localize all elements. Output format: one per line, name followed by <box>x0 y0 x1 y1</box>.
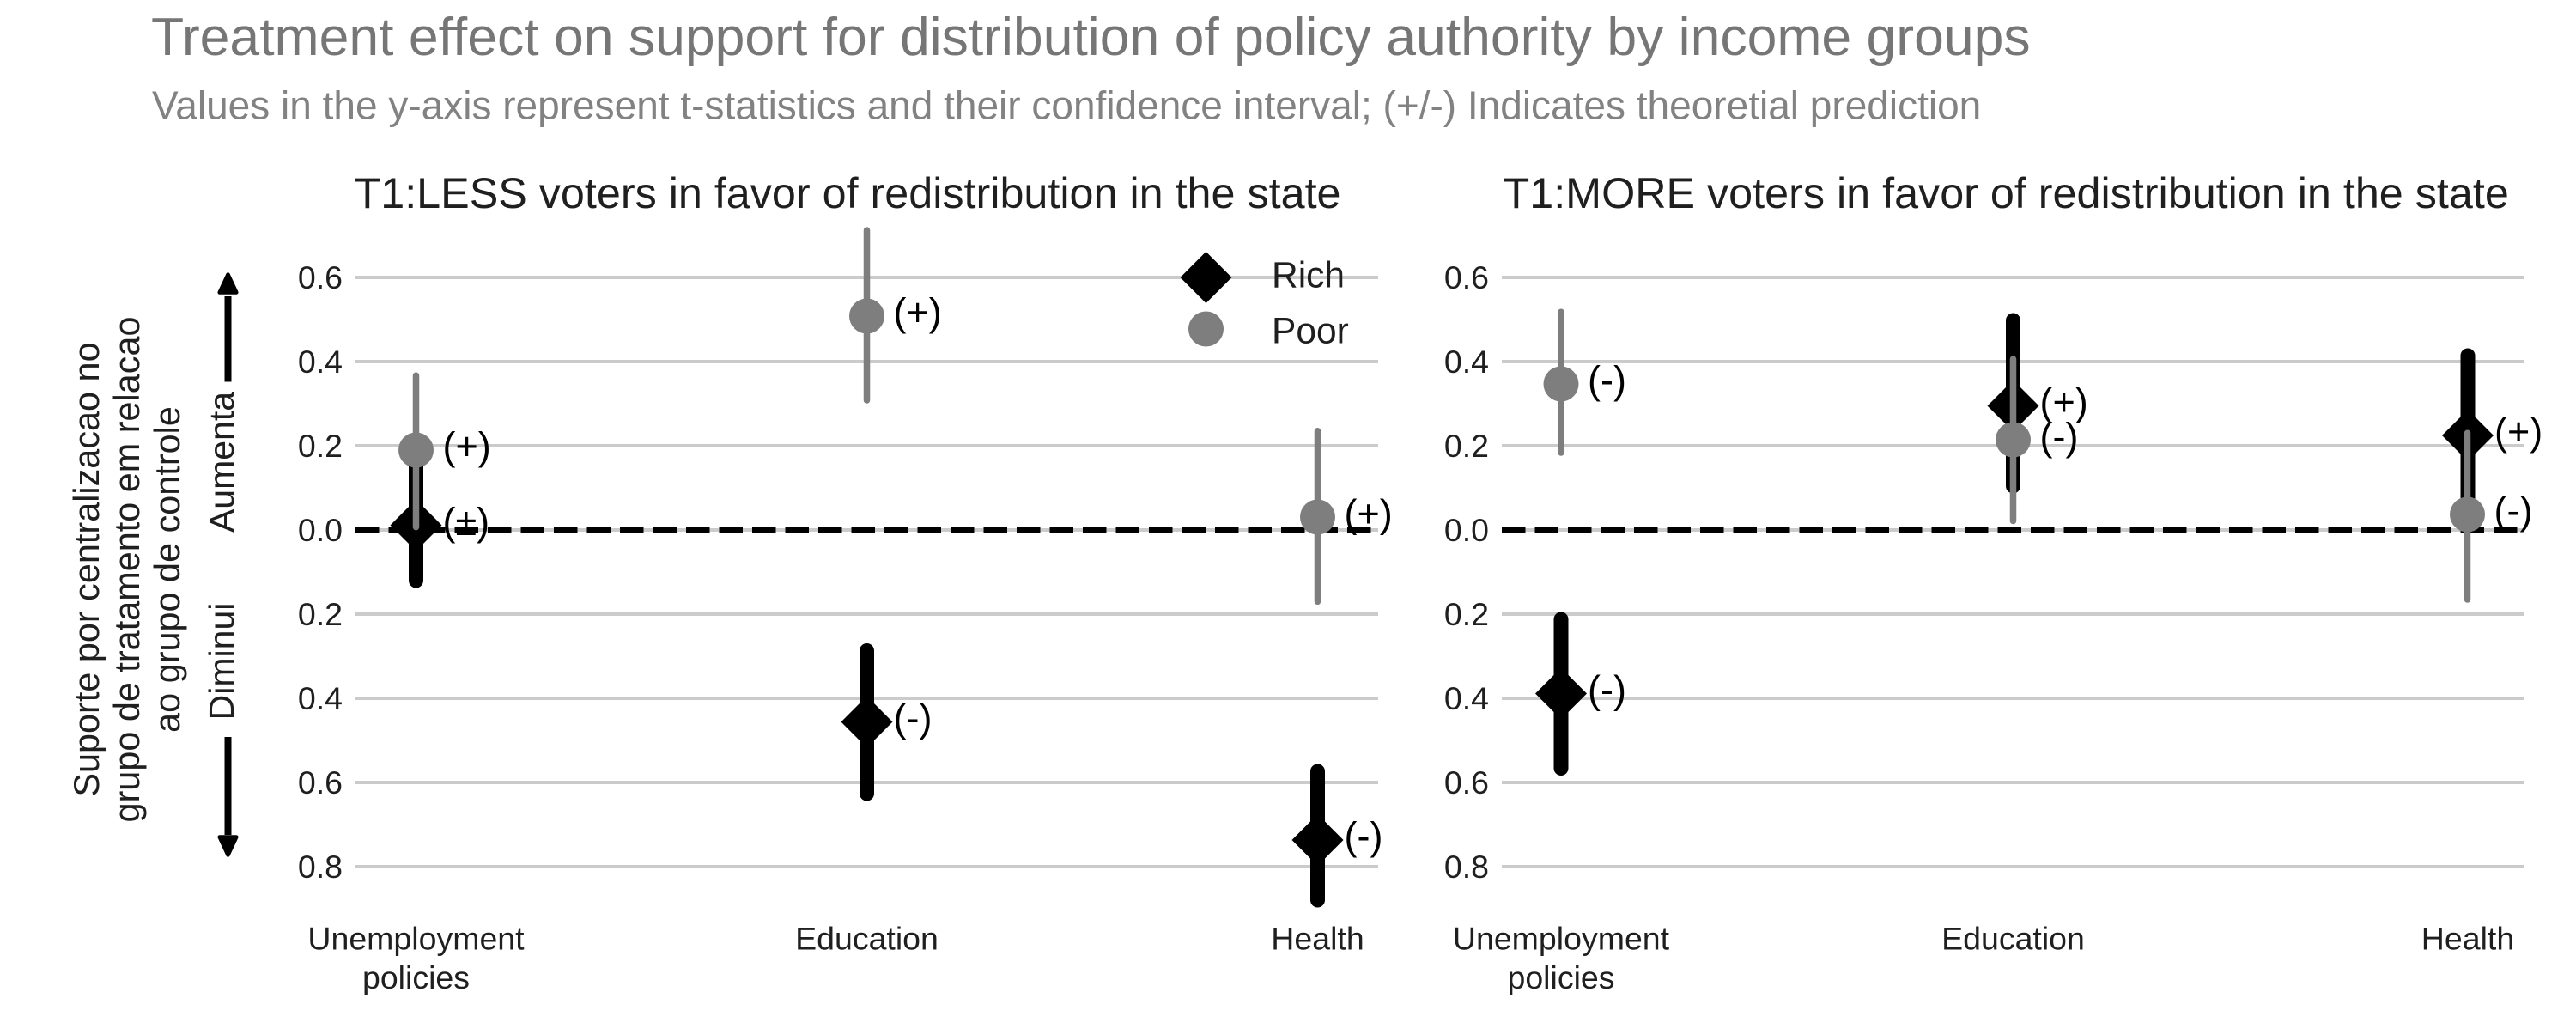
svg-text:Education: Education <box>795 921 939 957</box>
svg-text:Health: Health <box>1271 921 1364 957</box>
svg-text:Poor: Poor <box>1272 312 1349 352</box>
svg-text:Aumenta: Aumenta <box>202 392 241 533</box>
svg-text:(-): (-) <box>894 697 933 740</box>
svg-text:0.4: 0.4 <box>298 680 343 716</box>
svg-text:(+): (+) <box>894 290 942 334</box>
svg-text:0.6: 0.6 <box>1444 259 1489 295</box>
svg-text:0.4: 0.4 <box>1444 680 1489 716</box>
svg-text:0.2: 0.2 <box>298 596 343 632</box>
svg-text:0.2: 0.2 <box>298 428 343 464</box>
svg-text:(+): (+) <box>1345 492 1393 536</box>
svg-text:Rich: Rich <box>1272 256 1345 296</box>
svg-text:0.4: 0.4 <box>298 344 343 380</box>
svg-text:0.8: 0.8 <box>298 849 343 885</box>
svg-text:Education: Education <box>1941 921 2085 957</box>
svg-text:Unemployment: Unemployment <box>1453 921 1670 957</box>
svg-text:(-): (-) <box>1588 358 1626 402</box>
svg-text:policies: policies <box>362 959 470 995</box>
svg-text:T1:LESS voters in favor of red: T1:LESS voters in favor of redistributio… <box>355 168 1341 217</box>
svg-text:0.6: 0.6 <box>298 764 343 801</box>
svg-text:grupo de tratamento em relacao: grupo de tratamento em relacao <box>107 316 147 822</box>
svg-text:(+): (+) <box>443 424 491 468</box>
svg-text:0.6: 0.6 <box>298 259 343 295</box>
svg-text:Unemployment: Unemployment <box>307 921 525 957</box>
svg-text:Values in the y-axis represent: Values in the y-axis represent t-statist… <box>152 83 1981 128</box>
svg-text:(-): (-) <box>2494 489 2533 533</box>
svg-text:0.2: 0.2 <box>1444 428 1489 464</box>
svg-text:Health: Health <box>2421 921 2514 957</box>
svg-text:Diminui: Diminui <box>202 603 241 721</box>
svg-text:(±): (±) <box>443 500 490 544</box>
svg-text:(-): (-) <box>2040 415 2079 459</box>
svg-text:0.0: 0.0 <box>298 512 343 548</box>
svg-text:(+): (+) <box>2494 410 2543 454</box>
svg-text:T1:MORE voters in favor of red: T1:MORE voters in favor of redistributio… <box>1504 168 2509 217</box>
svg-text:(+): (+) <box>2040 381 2088 424</box>
svg-text:Suporte por centralizacao no: Suporte por centralizacao no <box>67 342 106 796</box>
svg-text:0.6: 0.6 <box>1444 764 1489 801</box>
svg-text:(-): (-) <box>1588 668 1626 712</box>
svg-text:0.2: 0.2 <box>1444 596 1489 632</box>
svg-text:0.0: 0.0 <box>1444 512 1489 548</box>
svg-text:ao grupo de controle: ao grupo de controle <box>148 406 187 733</box>
svg-text:(-): (-) <box>1345 814 1383 858</box>
svg-text:Treatment effect on support fo: Treatment effect on support for distribu… <box>151 7 2031 67</box>
svg-text:0.4: 0.4 <box>1444 344 1489 380</box>
svg-text:0.8: 0.8 <box>1444 849 1489 885</box>
svg-text:policies: policies <box>1507 959 1614 995</box>
